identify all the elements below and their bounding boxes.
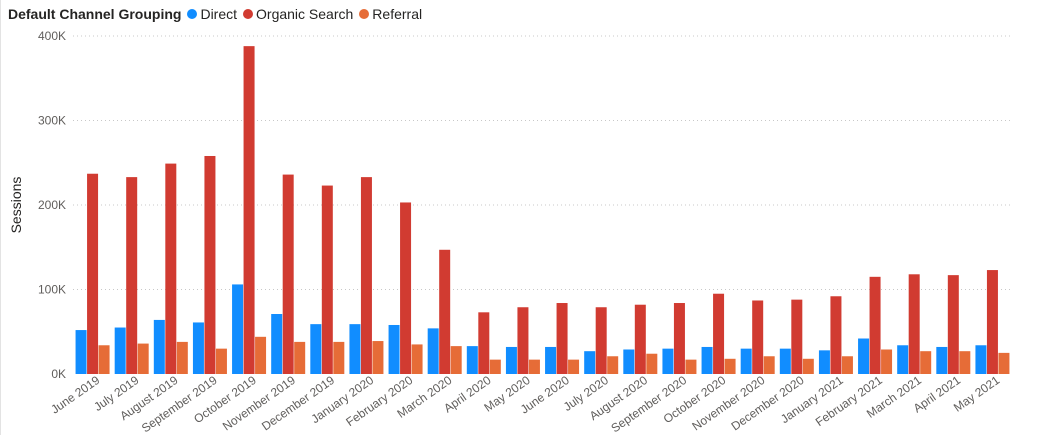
bar-organic-search (830, 296, 842, 374)
bar-direct (153, 319, 165, 374)
bar-referral (881, 349, 893, 374)
legend-label-referral: Referral (372, 6, 423, 22)
bar-referral (802, 358, 814, 374)
bar-organic-search (400, 202, 412, 374)
legend-marker-organic-search (243, 9, 254, 19)
bar-direct (975, 345, 987, 374)
legend-marker-referral (359, 9, 370, 19)
bar-organic-search (165, 163, 177, 374)
bar-direct (740, 348, 752, 374)
bar-direct (779, 348, 791, 374)
legend-item-organic-search[interactable]: Organic Search (243, 6, 353, 22)
bar-referral (176, 341, 188, 374)
y-tick-label: 200K (38, 198, 66, 212)
bar-referral (372, 341, 384, 374)
bar-organic-search (595, 307, 607, 374)
bar-direct (427, 328, 439, 374)
y-tick-label: 0K (51, 367, 66, 381)
bar-referral (959, 351, 971, 374)
bar-organic-search (713, 293, 725, 374)
bar-direct (623, 349, 635, 374)
bar-direct (858, 338, 870, 374)
legend-item-direct[interactable]: Direct (187, 6, 237, 22)
bar-direct (388, 324, 400, 374)
bar-referral (411, 344, 423, 374)
legend-marker-direct (187, 9, 198, 19)
chart-legend: Default Channel Grouping Direct Organic … (8, 5, 428, 23)
bar-direct (310, 324, 322, 374)
y-axis-title: Sessions (8, 177, 24, 234)
bar-referral (763, 356, 775, 374)
bar-organic-search (243, 46, 255, 374)
bar-referral (489, 359, 501, 374)
bar-direct (349, 324, 361, 374)
bar-referral (294, 341, 306, 374)
bar-organic-search (126, 177, 138, 374)
bar-organic-search (204, 155, 216, 374)
bar-organic-search (282, 174, 294, 374)
bar-referral (137, 343, 149, 374)
bar-organic-search (321, 185, 333, 374)
bar-referral (724, 358, 736, 374)
bar-direct (114, 327, 126, 374)
bar-direct (75, 330, 87, 374)
bar-direct (271, 314, 283, 374)
bar-direct (584, 351, 596, 374)
legend-label-organic-search: Organic Search (256, 6, 354, 22)
legend-item-referral[interactable]: Referral (359, 6, 422, 22)
bar-organic-search (869, 276, 881, 374)
bar-direct (701, 346, 713, 374)
bar-referral (333, 341, 345, 374)
bar-direct (818, 350, 830, 374)
bar-referral (215, 348, 227, 374)
bar-organic-search (439, 249, 451, 374)
bar-organic-search (556, 303, 568, 374)
y-tick-label: 100K (38, 283, 66, 297)
bar-organic-search (986, 270, 998, 374)
legend-label-direct: Direct (200, 6, 238, 22)
bar-direct (232, 284, 244, 374)
bar-direct (545, 346, 557, 374)
bar-referral (568, 359, 580, 374)
bar-direct (466, 346, 478, 374)
bar-organic-search (752, 300, 764, 374)
bar-referral (685, 359, 697, 374)
y-tick-label: 400K (38, 29, 66, 43)
bar-organic-search (517, 307, 529, 374)
bar-direct (662, 348, 674, 374)
y-tick-label: 300K (38, 114, 66, 128)
bar-direct (505, 346, 517, 374)
panel-left-border (0, 0, 1, 435)
bar-referral (98, 345, 110, 374)
bar-referral (646, 353, 658, 374)
bar-referral (998, 352, 1010, 374)
bar-referral (450, 346, 462, 374)
bar-referral (841, 356, 853, 374)
bar-organic-search (87, 173, 99, 374)
bar-organic-search (947, 275, 959, 374)
bar-referral (920, 351, 932, 374)
bar-direct (897, 345, 909, 374)
bar-organic-search (478, 312, 490, 374)
bar-organic-search (908, 274, 920, 374)
legend-title: Default Channel Grouping (8, 6, 182, 22)
bar-organic-search (673, 303, 685, 374)
bar-organic-search (634, 304, 646, 374)
bar-direct (192, 322, 204, 374)
bar-referral (528, 359, 540, 374)
bar-direct (936, 346, 948, 374)
bar-referral (255, 336, 267, 374)
bar-referral (607, 356, 619, 374)
bar-organic-search (360, 177, 372, 374)
bar-organic-search (791, 299, 803, 374)
